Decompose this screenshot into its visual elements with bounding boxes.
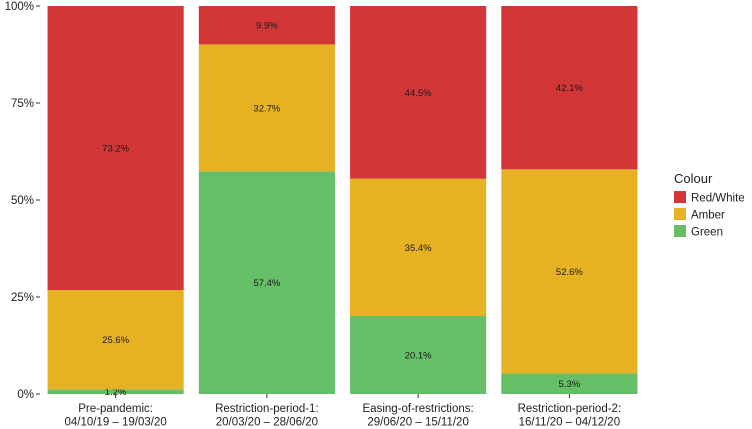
legend-swatch-green: [674, 225, 686, 237]
x-tick-label: 16/11/20 – 04/12/20: [519, 417, 620, 429]
bar-segment-amber: [350, 178, 487, 317]
y-tick-label: 75%: [11, 98, 34, 110]
data-label: 44.5%: [405, 88, 432, 99]
y-axis: 0% 25% 50% 75% 100%: [5, 1, 40, 401]
y-tick-label: 100%: [5, 1, 34, 13]
legend-swatch-amber: [674, 208, 686, 220]
x-tick-label: Restriction-period-2:: [518, 403, 622, 415]
data-label: 52.6%: [556, 267, 583, 278]
legend-title: Colour: [674, 171, 713, 186]
bar-segment-green: [501, 373, 638, 394]
legend: Colour Red/White Amber Green: [674, 171, 745, 239]
x-tick-label: Easing-of-restrictions:: [363, 403, 474, 415]
x-tick-label: 20/03/20 – 28/06/20: [216, 417, 318, 429]
bar-segment-green: [350, 316, 487, 394]
bar-segment-green: [47, 389, 184, 394]
bar-segment-green: [198, 171, 335, 394]
x-tick-label: 04/10/19 – 19/03/20: [64, 417, 166, 429]
data-label: 57.4%: [253, 278, 280, 289]
data-label: 32.7%: [253, 103, 280, 114]
bar-segment-red-white: [198, 6, 335, 45]
bar-segment-red-white: [47, 6, 184, 291]
data-label: 73.2%: [102, 144, 129, 155]
bar-segment-amber: [198, 44, 335, 172]
y-tick-label: 25%: [11, 292, 34, 304]
x-tick-label: 29/06/20 – 15/11/20: [367, 417, 468, 429]
y-tick-label: 0%: [17, 389, 34, 401]
bar-segment-red-white: [501, 6, 638, 170]
x-tick-label: Pre-pandemic:: [78, 403, 153, 415]
data-label: 5.3%: [559, 379, 581, 390]
data-label: 42.1%: [556, 83, 583, 94]
data-label: 1.2%: [105, 387, 127, 398]
bar-segment-amber: [501, 169, 638, 374]
bar-segment-red-white: [350, 6, 487, 179]
x-tick-label: Restriction-period-1:: [215, 403, 319, 415]
x-axis: Pre-pandemic: 04/10/19 – 19/03/20 Restrict…: [64, 394, 621, 429]
legend-label-amber: Amber: [691, 210, 725, 222]
data-label: 25.6%: [102, 335, 129, 346]
data-label: 35.4%: [405, 243, 432, 254]
legend-label-green: Green: [691, 227, 723, 239]
data-label: 9.9%: [256, 21, 278, 32]
bar-segment-amber: [47, 290, 184, 390]
data-label: 20.1%: [405, 351, 432, 362]
bars: 1.2% 25.6% 73.2% 57.4% 32.7% 9.9% 20.1% 35.4% 44…: [47, 6, 638, 398]
legend-swatch-red-white: [674, 191, 686, 203]
legend-label-red-white: Red/White: [691, 193, 745, 205]
y-tick-label: 50%: [11, 195, 34, 207]
